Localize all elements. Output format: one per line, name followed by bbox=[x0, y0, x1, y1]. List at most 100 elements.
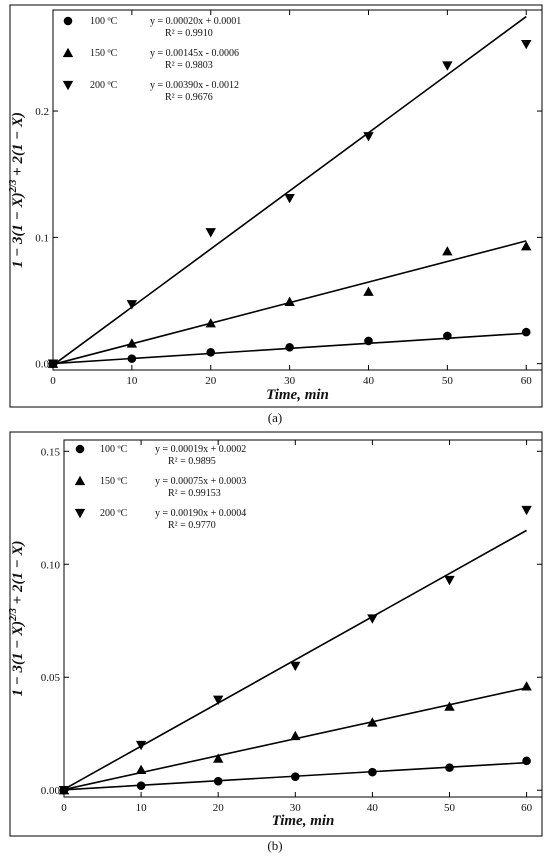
series-1 bbox=[47, 240, 532, 368]
data-point bbox=[284, 194, 295, 204]
data-point bbox=[445, 763, 454, 772]
fit-line bbox=[63, 529, 527, 791]
data-point bbox=[363, 286, 374, 296]
data-point bbox=[363, 132, 374, 142]
legend-equation: y = 0.00390x - 0.0012 bbox=[150, 80, 239, 91]
figure-frame bbox=[9, 4, 543, 408]
data-point bbox=[442, 61, 453, 71]
x-axis-label: Time, min bbox=[266, 387, 329, 403]
x-tick-label: 0 bbox=[50, 375, 56, 387]
data-point bbox=[213, 776, 223, 786]
x-tick-label: 50 bbox=[444, 802, 456, 814]
x-tick-label: 40 bbox=[363, 375, 375, 387]
data-point bbox=[205, 318, 216, 328]
data-point bbox=[205, 228, 216, 238]
x-tick-label: 30 bbox=[290, 802, 302, 814]
legend-series-name: 150 ºC bbox=[100, 476, 128, 487]
data-point bbox=[58, 786, 70, 796]
panel-caption: (a) bbox=[268, 410, 282, 425]
plot-area bbox=[63, 439, 543, 798]
chart-panel-b: 0 10 20 30 40 50 60 0.00 0.05 0.10 0.15 Time, min 1 … bbox=[0, 430, 550, 860]
x-tick-label: 10 bbox=[126, 375, 138, 387]
data-point bbox=[126, 300, 138, 310]
data-point bbox=[442, 246, 453, 256]
x-tick-label: 40 bbox=[367, 802, 379, 814]
legend-r2: R² = 0.9770 bbox=[168, 520, 216, 531]
x-axis-label: Time, min bbox=[272, 813, 335, 829]
data-point bbox=[212, 695, 224, 706]
data-point bbox=[284, 296, 295, 306]
y-tick-label: 0.1 bbox=[35, 232, 49, 244]
legend-r2: R² = 0.9895 bbox=[168, 456, 216, 467]
legend-marker bbox=[74, 475, 86, 486]
legend-equation: y = 0.00019x + 0.0002 bbox=[155, 444, 246, 455]
data-point bbox=[126, 338, 138, 348]
x-tick-label: 0 bbox=[61, 802, 67, 814]
chart-a-svg: 0 10 20 30 40 50 60 0.0 0.1 0.2 Time, min 1 − 3(1 −… bbox=[8, 4, 543, 425]
data-point bbox=[212, 753, 224, 763]
data-point bbox=[368, 767, 377, 777]
series-2 bbox=[58, 505, 532, 796]
y-tick-label: 0.2 bbox=[35, 106, 49, 118]
legend-r2: R² = 0.9803 bbox=[165, 60, 213, 71]
data-point bbox=[290, 661, 301, 672]
data-point bbox=[521, 327, 531, 337]
legend-marker bbox=[62, 47, 74, 58]
legend-series-name: 100 ºC bbox=[90, 16, 118, 27]
y-axis-label: 1 − 3(1 − X)2/3 + 2(1 − X) bbox=[8, 112, 26, 268]
data-point bbox=[206, 348, 216, 357]
data-point bbox=[522, 756, 531, 766]
x-tick-label: 20 bbox=[213, 802, 225, 814]
data-point bbox=[127, 354, 137, 363]
legend-series-name: 100 ºC bbox=[100, 444, 128, 455]
series-0 bbox=[59, 756, 531, 795]
y-axis-label: 1 − 3(1 − X)2/3 + 2(1 − X) bbox=[8, 540, 26, 696]
fit-line bbox=[52, 15, 527, 366]
data-point bbox=[521, 505, 532, 516]
legend-equation: y = 0.00190x + 0.0004 bbox=[155, 508, 246, 519]
legend-r2: R² = 0.9676 bbox=[165, 92, 213, 103]
series-2 bbox=[47, 15, 532, 369]
y-tick-label: 0.00 bbox=[41, 785, 61, 797]
data-point bbox=[285, 342, 294, 352]
legend-equation: y = 0.00020x + 0.0001 bbox=[150, 16, 241, 27]
series-0 bbox=[48, 327, 531, 368]
legend-series-name: 200 ºC bbox=[100, 508, 128, 519]
data-point bbox=[521, 681, 532, 691]
legend-series-name: 200 ºC bbox=[90, 80, 118, 91]
x-tick-label: 20 bbox=[205, 375, 217, 387]
data-point bbox=[290, 772, 300, 781]
legend-equation: y = 0.00145x - 0.0006 bbox=[150, 48, 239, 59]
legend-marker bbox=[75, 444, 85, 454]
data-point bbox=[521, 241, 532, 251]
panel-caption: (b) bbox=[267, 838, 282, 853]
y-tick-label: 0.15 bbox=[41, 446, 61, 458]
y-tick-label: 0.0 bbox=[35, 359, 49, 371]
legend-r2: R² = 0.9910 bbox=[165, 28, 213, 39]
legend-marker bbox=[74, 508, 86, 519]
chart-b-svg: 0 10 20 30 40 50 60 0.00 0.05 0.10 0.15 Time, min 1 … bbox=[8, 431, 543, 853]
legend-series-name: 150 ºC bbox=[90, 48, 118, 59]
chart-panel-a: 0 10 20 30 40 50 60 0.0 0.1 0.2 Time, min 1 − 3(1 −… bbox=[0, 0, 550, 430]
data-point bbox=[367, 717, 378, 727]
legend-equation: y = 0.00075x + 0.0003 bbox=[155, 476, 246, 487]
data-point bbox=[364, 336, 373, 346]
data-point bbox=[290, 730, 301, 741]
legend-marker bbox=[63, 16, 73, 26]
x-tick-label: 30 bbox=[284, 375, 296, 387]
plot-area bbox=[52, 9, 543, 371]
x-tick-label: 10 bbox=[136, 802, 148, 814]
legend-marker bbox=[62, 80, 74, 91]
data-point bbox=[444, 575, 455, 586]
x-tick-label: 60 bbox=[521, 375, 533, 387]
x-tick-label: 50 bbox=[442, 375, 454, 387]
data-point bbox=[136, 781, 146, 791]
y-tick-label: 0.05 bbox=[41, 672, 61, 684]
data-point bbox=[443, 331, 452, 341]
legend-r2: R² = 0.99153 bbox=[168, 488, 221, 499]
y-tick-label: 0.10 bbox=[41, 559, 61, 571]
data-point bbox=[135, 740, 147, 751]
data-point bbox=[444, 701, 455, 711]
data-point bbox=[47, 359, 59, 369]
data-point bbox=[367, 614, 378, 624]
